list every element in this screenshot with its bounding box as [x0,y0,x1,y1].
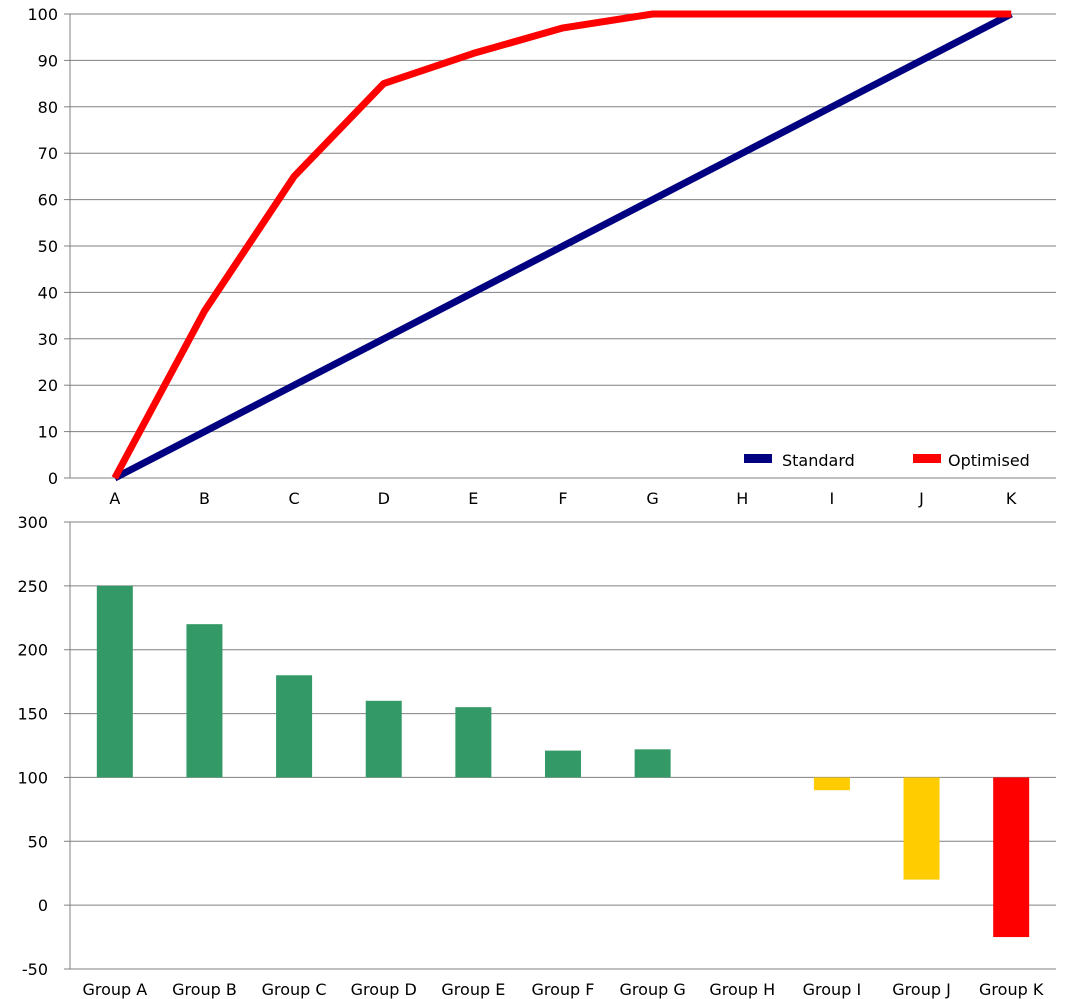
bar-chart-x-tick-label: Group B [172,980,237,999]
bar-group-g [634,749,671,778]
series-line-optimised [111,10,1012,480]
bar-chart-y-tick-label: -50 [22,960,48,979]
legend-label-standard: Standard [782,451,855,470]
bar-chart-gridlines [64,521,1056,970]
legend-swatch-standard [744,454,772,463]
bar-chart-x-tick-label: Group K [979,980,1044,999]
bar-chart-x-tick-label: Group F [532,980,595,999]
bar-chart-y-ticks: -50 0 50 100 150 200 250 300 [17,513,48,979]
line-chart: 0 10 20 30 40 50 60 70 80 90 100 A B C D E F G H I J K Stand… [27,5,1056,508]
line-chart-gridlines [64,13,1056,479]
bar-group-k [993,777,1030,938]
series-line-standard [113,10,1013,482]
line-chart-y-tick-label: 10 [38,423,58,442]
bar-group-a [96,585,133,778]
line-chart-y-tick-label: 40 [38,283,58,302]
bar-chart-x-tick-label: Group G [620,980,686,999]
line-chart-x-tick-label: B [199,489,210,508]
bar-chart-y-tick-label: 100 [17,768,48,787]
bar-group-c [276,675,313,778]
bar-chart-y-tick-label: 0 [38,896,48,915]
bar-chart-x-tick-label: Group J [892,980,951,999]
line-chart-x-ticks: A B C D E F G H I J K [109,489,1017,508]
line-chart-y-tick-label: 100 [27,5,58,24]
bar-group-f [545,750,581,778]
bar-chart-bars [96,585,1030,938]
line-chart-x-tick-label: C [289,489,300,508]
bar-chart-x-tick-label: Group I [803,980,862,999]
line-chart-x-tick-label: F [558,489,567,508]
line-chart-x-tick-label: K [1006,489,1017,508]
bar-chart-y-tick-label: 250 [17,577,48,596]
line-chart-y-tick-label: 20 [38,376,58,395]
bar-chart-y-tick-label: 50 [28,832,48,851]
bar-chart-y-tick-label: 200 [17,641,48,660]
bar-chart-x-ticks: Group A Group B Group C Group D Group E Group… [82,980,1043,999]
bar-chart-x-tick-label: Group E [441,980,505,999]
bar-group-e [455,707,492,778]
bar-group-j [903,777,940,880]
bar-group-d [365,700,402,778]
legend-swatch-optimised [913,454,941,463]
line-chart-series [111,10,1013,482]
bar-chart-y-tick-label: 150 [17,705,48,724]
bar-group-i [813,777,850,791]
line-chart-legend: Standard Optimised [744,451,1030,470]
bar-chart-x-tick-label: Group A [82,980,147,999]
line-chart-x-tick-label: A [109,489,120,508]
line-chart-x-tick-label: D [378,489,390,508]
legend-label-optimised: Optimised [948,451,1030,470]
line-chart-x-tick-label: E [468,489,478,508]
line-chart-x-tick-label: J [918,489,924,508]
line-chart-y-tick-label: 0 [48,469,58,488]
bar-chart-x-tick-label: Group H [709,980,775,999]
line-chart-y-tick-label: 60 [38,191,58,210]
line-chart-y-ticks: 0 10 20 30 40 50 60 70 80 90 100 [27,5,58,488]
bar-chart-y-tick-label: 300 [17,513,48,532]
line-chart-x-tick-label: G [646,489,658,508]
line-chart-y-tick-label: 30 [38,330,58,349]
bar-chart-x-tick-label: Group D [351,980,417,999]
line-chart-x-tick-label: H [736,489,748,508]
line-chart-x-tick-label: I [830,489,835,508]
line-chart-y-tick-label: 80 [38,98,58,117]
bar-chart-x-tick-label: Group C [262,980,327,999]
line-chart-y-tick-label: 90 [38,51,58,70]
bar-group-b [186,624,223,778]
line-chart-y-tick-label: 50 [38,237,58,256]
line-chart-y-tick-label: 70 [38,144,58,163]
